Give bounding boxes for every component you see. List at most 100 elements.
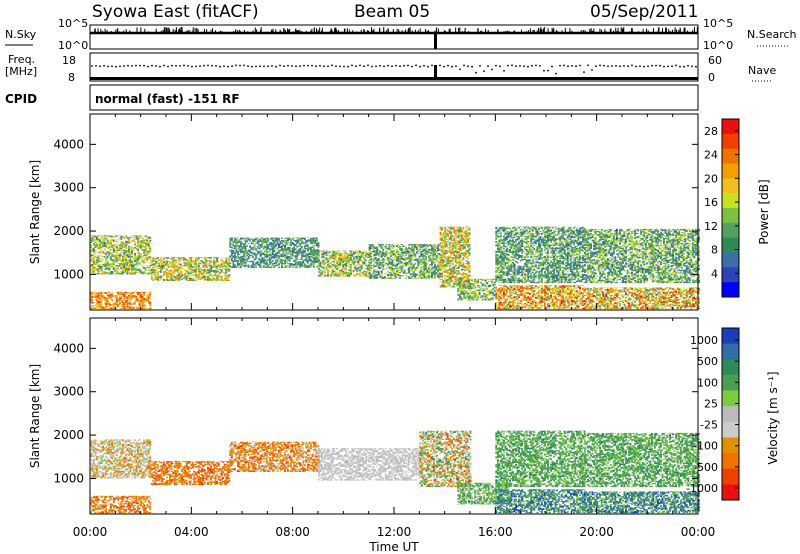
data-cell [108,254,111,256]
data-cell [438,263,441,266]
data-cell [296,246,299,248]
data-cell [220,259,223,262]
data-cell [397,246,400,248]
data-cell [156,262,159,264]
data-cell [441,261,444,263]
data-cell [146,258,149,260]
freq-dot [219,65,221,68]
data-cell [423,270,426,273]
data-cell [305,255,308,257]
data-cell [253,252,256,254]
data-cell [486,295,489,298]
data-cell [281,261,283,263]
data-cell [322,263,325,266]
data-cell [351,260,354,263]
data-cell [144,246,147,248]
data-cell [90,237,92,239]
data-cell [465,232,468,233]
data-cell [102,237,105,240]
data-cell [412,266,415,268]
data-cell [271,248,274,250]
data-cell [120,250,123,252]
data-cell [354,275,357,277]
data-cell [311,246,314,248]
data-cell [208,269,211,272]
data-cell [106,235,109,237]
data-cell [439,257,442,259]
data-cell [188,261,191,263]
data-cell [444,286,447,288]
data-cell [379,244,382,246]
data-cell [306,255,309,256]
freq-dot [567,65,569,68]
data-cell [376,261,379,263]
data-cell [271,264,274,267]
data-cell [134,271,137,274]
data-cell [397,270,400,272]
data-cell [97,293,100,296]
data-cell [103,296,106,299]
data-cell [457,251,460,253]
data-cell [128,298,130,300]
data-cell [108,263,111,266]
data-cell [371,244,374,246]
data-cell [259,265,262,267]
data-cell [240,265,242,267]
data-cell [373,245,376,247]
data-cell [178,277,181,279]
data-cell [273,255,276,257]
data-cell [299,263,302,265]
data-cell [371,259,374,262]
data-cell [149,298,152,300]
data-cell [123,295,126,298]
data-cell [302,242,305,244]
data-cell [111,235,114,238]
data-cell [450,264,453,266]
data-cell [166,261,168,264]
data-cell [318,254,320,256]
data-cell [121,245,124,248]
data-cell [164,265,167,267]
data-cell [233,242,236,243]
data-cell [126,237,129,240]
data-cell [155,279,158,281]
data-cell [368,256,371,258]
freq-unit-label: [MHz] [5,65,37,78]
data-cell [106,299,109,301]
data-cell [343,256,346,258]
data-cell [111,299,114,300]
data-cell [385,250,388,253]
data-cell [108,269,111,271]
data-cell [293,243,296,245]
data-cell [144,307,147,310]
data-cell [415,251,418,254]
data-cell [427,272,430,275]
data-cell [196,268,199,270]
data-cell [143,254,146,256]
data-cell [147,272,150,275]
data-cell [368,259,371,261]
data-cell [252,266,255,268]
data-cell [109,252,112,254]
freq-dot [647,65,649,68]
data-cell [363,250,366,252]
data-cell [429,258,432,261]
data-cell [187,271,190,273]
data-cell [222,260,225,263]
data-cell [405,255,408,256]
data-cell [334,254,337,257]
data-cell [216,258,219,261]
data-cell [141,299,144,302]
data-cell [391,264,394,266]
data-cell [236,237,239,239]
data-cell [137,241,140,244]
data-cell [96,270,99,272]
data-cell [126,250,129,252]
data-cell [359,275,361,277]
data-cell [115,305,118,307]
data-cell [253,254,256,256]
freq-dot [371,65,373,68]
data-cell [191,279,194,281]
data-cell [207,268,209,270]
data-cell [274,256,277,258]
